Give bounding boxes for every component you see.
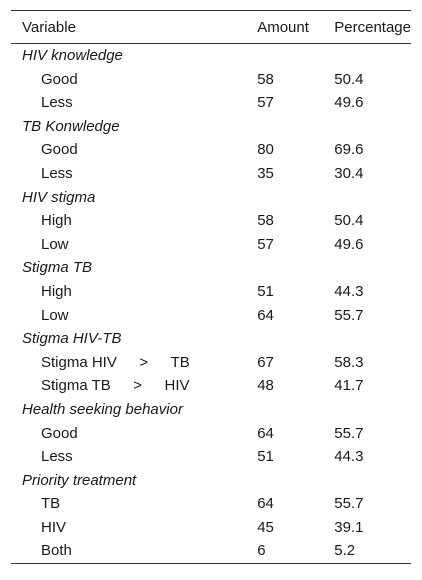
row-label: Less xyxy=(41,164,73,182)
row-percentage: 5.2 xyxy=(334,539,411,565)
group-title: HIV stigma xyxy=(22,188,96,206)
row-amount: 45 xyxy=(257,518,274,536)
group-title: Stigma HIV-TB xyxy=(22,330,122,348)
row-percentage: 69.6 xyxy=(334,141,364,159)
row-amount: 6 xyxy=(257,539,335,565)
row-label: TB xyxy=(41,495,61,513)
row-label: Low xyxy=(41,235,69,253)
row-amount: 58 xyxy=(257,212,274,230)
row-amount: 64 xyxy=(257,306,274,324)
row-percentage: 55.7 xyxy=(334,495,364,513)
row-amount: 35 xyxy=(257,164,274,182)
row-label: Good xyxy=(41,141,78,159)
header-variable: Variable xyxy=(11,10,258,44)
row-percentage: 44.3 xyxy=(334,282,364,300)
row-amount: 48 xyxy=(257,377,274,395)
data-table: Variable Amount Percentage HIV knowledge… xyxy=(11,10,411,565)
row-amount: 64 xyxy=(257,495,274,513)
group-row: HIV knowledge xyxy=(11,44,411,68)
header-amount: Amount xyxy=(257,10,335,44)
row-percentage: 30.4 xyxy=(334,164,364,182)
row-label: High xyxy=(41,212,72,230)
group-row: HIV stigma xyxy=(11,186,411,210)
row-label: Low xyxy=(41,306,69,324)
table-row: Less 51 44.3 xyxy=(11,445,411,469)
table-row: HIV 45 39.1 xyxy=(11,516,411,540)
group-row: Priority treatment xyxy=(11,469,411,493)
table-row: Stigma TB > HIV 48 41.7 xyxy=(11,374,411,398)
table-row: High 51 44.3 xyxy=(11,280,411,304)
row-percentage: 50.4 xyxy=(334,70,364,88)
row-percentage: 50.4 xyxy=(334,212,364,230)
row-percentage: 55.7 xyxy=(334,306,364,324)
row-amount: 58 xyxy=(257,70,274,88)
table-row: Less 57 49.6 xyxy=(11,91,411,115)
table-row: Good 64 55.7 xyxy=(11,422,411,446)
group-title: Stigma TB xyxy=(22,259,93,277)
group-title: TB Konwledge xyxy=(22,117,120,135)
table-header: Variable Amount Percentage xyxy=(11,10,411,44)
row-label: Both xyxy=(11,539,258,565)
table-row: TB 64 55.7 xyxy=(11,492,411,516)
table-row: Good 80 69.6 xyxy=(11,138,411,162)
row-amount: 57 xyxy=(257,94,274,112)
data-table-container: Variable Amount Percentage HIV knowledge… xyxy=(11,10,411,565)
group-title: Health seeking behavior xyxy=(22,400,183,418)
row-amount: 57 xyxy=(257,235,274,253)
row-label: Good xyxy=(41,70,78,88)
row-amount: 64 xyxy=(257,424,274,442)
header-percentage: Percentage xyxy=(334,10,411,44)
table-row: Stigma HIV > TB 67 58.3 xyxy=(11,351,411,375)
row-percentage: 41.7 xyxy=(334,377,364,395)
row-percentage: 44.3 xyxy=(334,448,364,466)
row-percentage: 39.1 xyxy=(334,518,364,536)
table-row: Good 58 50.4 xyxy=(11,68,411,92)
row-label: Less xyxy=(41,94,73,112)
table-body: HIV knowledge Good 58 50.4 Less 57 49.6 TB Konw… xyxy=(11,44,411,565)
row-label: Stigma TB > HIV xyxy=(41,377,190,395)
row-amount: 67 xyxy=(257,353,274,371)
row-label: Good xyxy=(41,424,78,442)
table-row: Low 64 55.7 xyxy=(11,304,411,328)
row-percentage: 49.6 xyxy=(334,235,364,253)
group-title: HIV knowledge xyxy=(22,47,123,64)
row-percentage: 55.7 xyxy=(334,424,364,442)
table-row: Both 6 5.2 xyxy=(11,539,411,565)
row-label: HIV xyxy=(41,518,67,536)
row-label: Stigma HIV > TB xyxy=(41,353,190,371)
header-row: Variable Amount Percentage xyxy=(11,10,411,44)
row-amount: 51 xyxy=(257,448,274,466)
group-title: Priority treatment xyxy=(22,471,137,489)
table-row: Less 35 30.4 xyxy=(11,162,411,186)
group-row: TB Konwledge xyxy=(11,115,411,139)
table-row: Low 57 49.6 xyxy=(11,233,411,257)
row-percentage: 49.6 xyxy=(334,94,364,112)
group-row: Stigma HIV-TB xyxy=(11,327,411,351)
row-percentage: 58.3 xyxy=(334,353,364,371)
group-row: Stigma TB xyxy=(11,256,411,280)
group-row: Health seeking behavior xyxy=(11,398,411,422)
row-label: Less xyxy=(41,448,73,466)
row-amount: 51 xyxy=(257,282,274,300)
table-row: High 58 50.4 xyxy=(11,209,411,233)
row-label: High xyxy=(41,282,72,300)
row-amount: 80 xyxy=(257,141,274,159)
